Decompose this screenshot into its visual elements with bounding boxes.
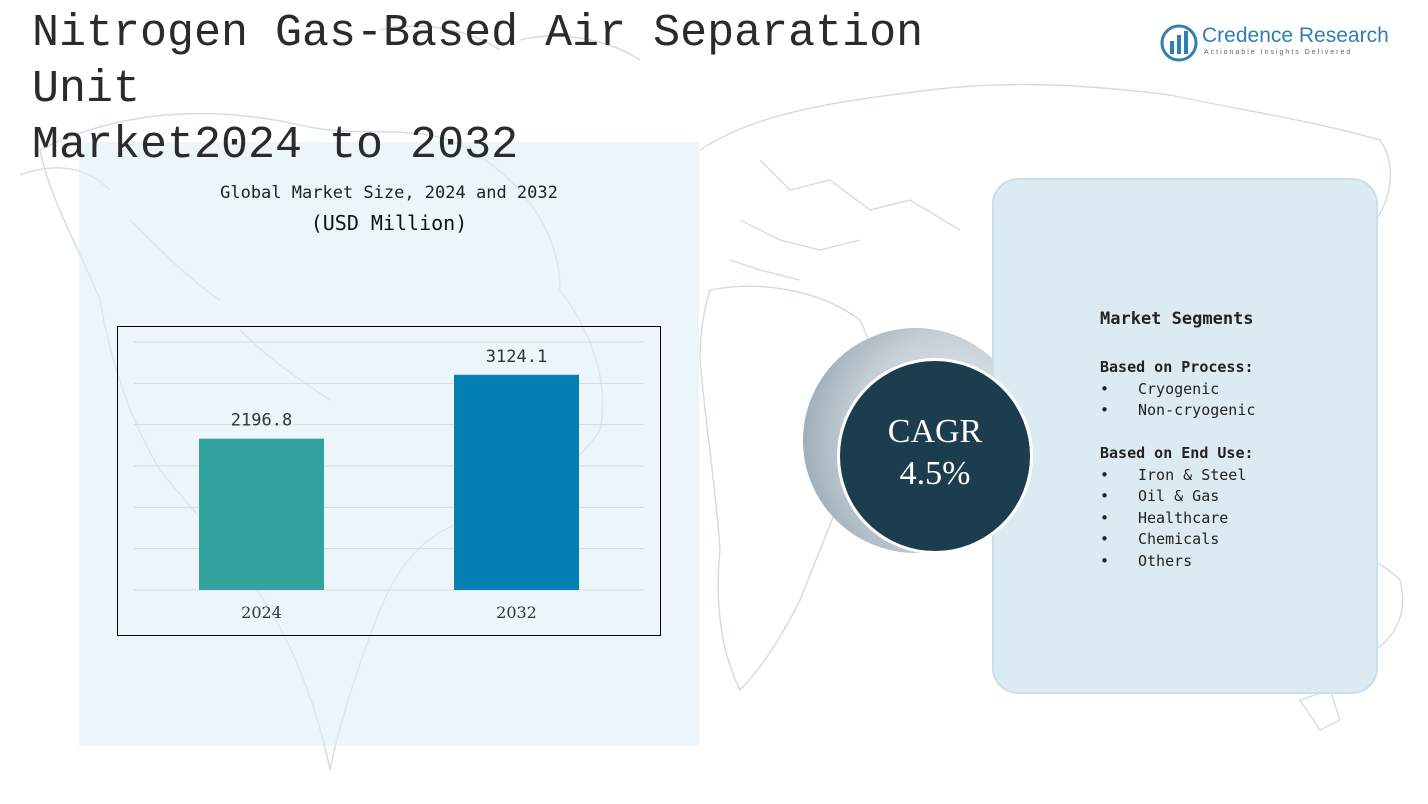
data-label: 2196.8: [231, 411, 292, 431]
chart-panel: [79, 142, 699, 746]
bar-2024: [199, 438, 324, 590]
company-logo: Credence Research Actionable Insights De…: [1160, 24, 1400, 64]
x-tick-label: 2032: [496, 603, 537, 622]
cagr-value: 4.5%: [899, 455, 971, 492]
bar-chart-canvas: 2196.8 2024 3124.1 2032: [134, 341, 644, 622]
segment-group-end-use: Based on End Use: Iron & Steel Oil & Gas…: [1100, 443, 1254, 572]
bar-chart-logo-icon: [1160, 24, 1198, 62]
segment-item: Healthcare: [1100, 508, 1254, 530]
segment-item: Non-cryogenic: [1100, 400, 1255, 422]
bar-2032: [454, 374, 579, 590]
page-title-line2: Market2024 to 2032: [32, 120, 519, 171]
data-label: 3124.1: [486, 347, 547, 367]
market-segments-panel: Market Segments Based on Process: Cryoge…: [992, 178, 1378, 694]
page-title-line1: Nitrogen Gas-Based Air Separation Unit: [32, 8, 924, 115]
segment-item: Oil & Gas: [1100, 486, 1254, 508]
segment-item: Iron & Steel: [1100, 465, 1254, 487]
page-title: Nitrogen Gas-Based Air Separation Unit M…: [32, 6, 1012, 174]
cagr-badge: CAGR 4.5%: [837, 358, 1033, 554]
x-tick-label: 2024: [241, 603, 282, 622]
chart-unit-label: (USD Million): [310, 211, 468, 235]
segment-item: Others: [1100, 551, 1254, 573]
bar-chart: 2196.8 2024 3124.1 2032: [117, 326, 661, 636]
logo-name: Credence Research: [1202, 24, 1389, 47]
segment-item: Chemicals: [1100, 529, 1254, 551]
cagr-label: CAGR: [887, 413, 983, 450]
segments-title: Market Segments: [1100, 309, 1254, 329]
logo-tagline: Actionable Insights Delivered: [1204, 49, 1353, 56]
segment-item: Cryogenic: [1100, 379, 1255, 401]
chart-title: Global Market Size, 2024 and 2032: [220, 183, 558, 203]
segment-heading: Based on End Use:: [1100, 444, 1254, 462]
segment-heading: Based on Process:: [1100, 358, 1254, 376]
segment-group-process: Based on Process: Cryogenic Non-cryogeni…: [1100, 357, 1255, 422]
